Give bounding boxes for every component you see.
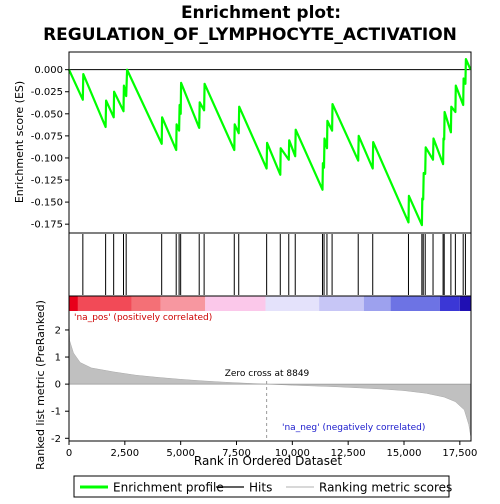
heatmap-segment-9 xyxy=(390,296,440,311)
metric-axis-label: Ranked list metric (PreRanked) xyxy=(34,300,47,470)
positive-correlation-label: 'na_pos' (positively correlated) xyxy=(74,313,212,323)
legend-box xyxy=(73,475,450,498)
enrichment-profile-line xyxy=(68,57,472,227)
es-ytick-label-5: -0.100 xyxy=(31,153,63,164)
axes: 0.000 -0.025 -0.050 -0.075 -0.100 -0.125 -0.15… xyxy=(31,51,477,459)
chart-title-line2: REGULATION_OF_LYMPHOCYTE_ACTIVATION xyxy=(43,25,457,45)
hits-panel xyxy=(82,234,466,295)
legend-label-2: Hits xyxy=(249,481,272,495)
xtick-label-8: 17,500 xyxy=(442,448,477,459)
metric-panel xyxy=(68,319,471,441)
xtick-label-7: 15,000 xyxy=(387,448,422,459)
es-axis-label: Enrichment score (ES) xyxy=(13,81,26,203)
negative-correlation-label: 'na_neg' (negatively correlated) xyxy=(282,423,425,433)
heatmap-segment-1 xyxy=(69,296,78,311)
heatmap-segment-2 xyxy=(77,296,132,311)
xtick-label-6: 12,500 xyxy=(331,448,366,459)
legend: Enrichment profile Hits Ranking metric sco… xyxy=(73,475,452,498)
metric-panel-frame xyxy=(68,295,472,442)
metric-ytick-label-1: 2 xyxy=(55,325,61,336)
es-ytick-label-7: -0.150 xyxy=(31,198,63,209)
es-ytick-label-4: -0.075 xyxy=(31,131,63,142)
es-ytick-label-8: -0.175 xyxy=(31,220,63,231)
heatmap-segment-4 xyxy=(160,296,206,311)
xtick-label-4: 7,500 xyxy=(222,448,251,459)
ranking-metric-area xyxy=(68,319,471,436)
legend-label-3: Ranking metric scores xyxy=(319,481,452,495)
metric-ytick-label-3: 0 xyxy=(55,380,61,391)
heatmap-segment-6 xyxy=(265,296,320,311)
legend-label-1: Enrichment profile xyxy=(113,481,224,495)
es-ytick-label-6: -0.125 xyxy=(31,176,63,187)
xtick-label-1: 0 xyxy=(66,448,72,459)
metric-ytick-label-2: 1 xyxy=(55,353,61,364)
heatmap-segment-7 xyxy=(319,296,364,311)
x-axis-label: Rank in Ordered Dataset xyxy=(194,454,342,468)
es-panel xyxy=(68,57,472,227)
heatmap-segment-10 xyxy=(439,296,460,311)
heatmap-segment-8 xyxy=(363,296,391,311)
es-ytick-label-3: -0.050 xyxy=(31,109,63,120)
xtick-label-3: 5,000 xyxy=(166,448,195,459)
ranked-heatmap-bar xyxy=(69,296,471,311)
xtick-label-2: 2,500 xyxy=(111,448,140,459)
heatmap-segment-11 xyxy=(459,296,471,311)
es-panel-frame xyxy=(68,51,472,234)
xtick-label-5: 10,000 xyxy=(275,448,310,459)
heatmap-segment-5 xyxy=(205,296,266,311)
chart-title-line1: Enrichment plot: xyxy=(181,3,341,23)
heatmap-segment-3 xyxy=(131,296,161,311)
es-ytick-label-2: -0.025 xyxy=(31,87,63,98)
metric-ytick-label-4: -1 xyxy=(51,407,61,418)
es-ytick-label-1: 0.000 xyxy=(34,65,63,76)
metric-ytick-label-5: -2 xyxy=(51,434,61,445)
zero-cross-label: Zero cross at 8849 xyxy=(225,369,310,379)
hits-panel-frame xyxy=(68,232,472,297)
